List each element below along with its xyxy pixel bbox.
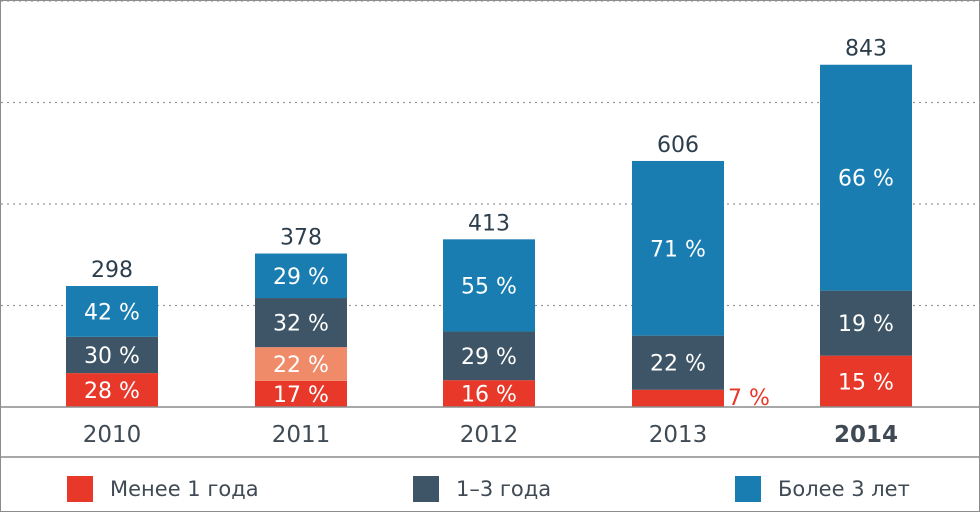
segment-label-2014-3: 66 % [838,167,894,192]
bar-segment-2012-2 [443,331,535,381]
segment-label-2012-0: 16 % [461,383,517,408]
bar-segment-2013-2 [632,335,724,390]
total-label-2011: 378 [280,226,322,251]
segment-label-2012-3: 55 % [461,274,517,299]
bar-segment-2010-0 [66,373,158,407]
category-label-2010: 2010 [83,422,142,448]
segment-label-2012-2: 29 % [461,345,517,370]
bar-segment-2011-2 [255,298,347,348]
segment-label-2011-2: 32 % [273,312,329,337]
segment-label-2013-3: 71 % [650,237,706,262]
legend-swatch-less-1-year [67,476,93,502]
legend-label-less-1-year: Менее 1 года [110,477,259,501]
bar-segment-2014-0 [820,355,912,407]
legend-swatch-more-3-years [735,476,761,502]
segment-label-2014-2: 19 % [838,312,894,337]
category-label-2011: 2011 [272,422,331,448]
segment-label-2011-3: 29 % [273,265,329,290]
category-label-2014: 2014 [834,422,898,448]
bar-segment-2011-3 [255,253,347,299]
bar-segment-2014-2 [820,290,912,356]
legend-label-1-3-years: 1–3 года [456,477,552,501]
bar-segment-2012-0 [443,380,535,407]
bar-segment-2012-3 [443,239,535,332]
bar-segment-2013-0 [632,389,724,407]
bar-segment-2011-1 [255,347,347,381]
bar-segment-2013-3 [632,160,724,336]
segment-label-2010-0: 28 % [84,379,140,404]
category-label-2012: 2012 [460,422,519,448]
legend-label-more-3-years: Более 3 лет [778,477,910,501]
total-label-2014: 843 [845,37,887,62]
bar-segment-2010-2 [66,336,158,374]
legend: Менее 1 года 1–3 года Более 3 лет [1,459,980,513]
bar-segment-2011-0 [255,380,347,407]
legend-item-less-1-year: Менее 1 года [67,476,259,502]
segment-label-2014-0: 15 % [838,370,894,395]
legend-item-more-3-years: Более 3 лет [735,476,910,502]
bar-segment-2010-3 [66,286,158,337]
total-label-2010: 298 [91,258,133,283]
segment-label-2013-2: 22 % [650,352,706,377]
legend-swatch-1-3-years [413,476,439,502]
segment-label-2011-1: 22 % [273,353,329,378]
segment-label-2010-3: 42 % [84,300,140,325]
total-label-2012: 413 [468,211,510,236]
bar-segment-2014-3 [820,64,912,291]
category-label-2013: 2013 [649,422,708,448]
legend-item-1-3-years: 1–3 года [413,476,551,502]
total-label-2013: 606 [657,133,699,158]
segment-label-2011-0: 17 % [273,383,329,408]
segment-label-2010-2: 30 % [84,344,140,369]
